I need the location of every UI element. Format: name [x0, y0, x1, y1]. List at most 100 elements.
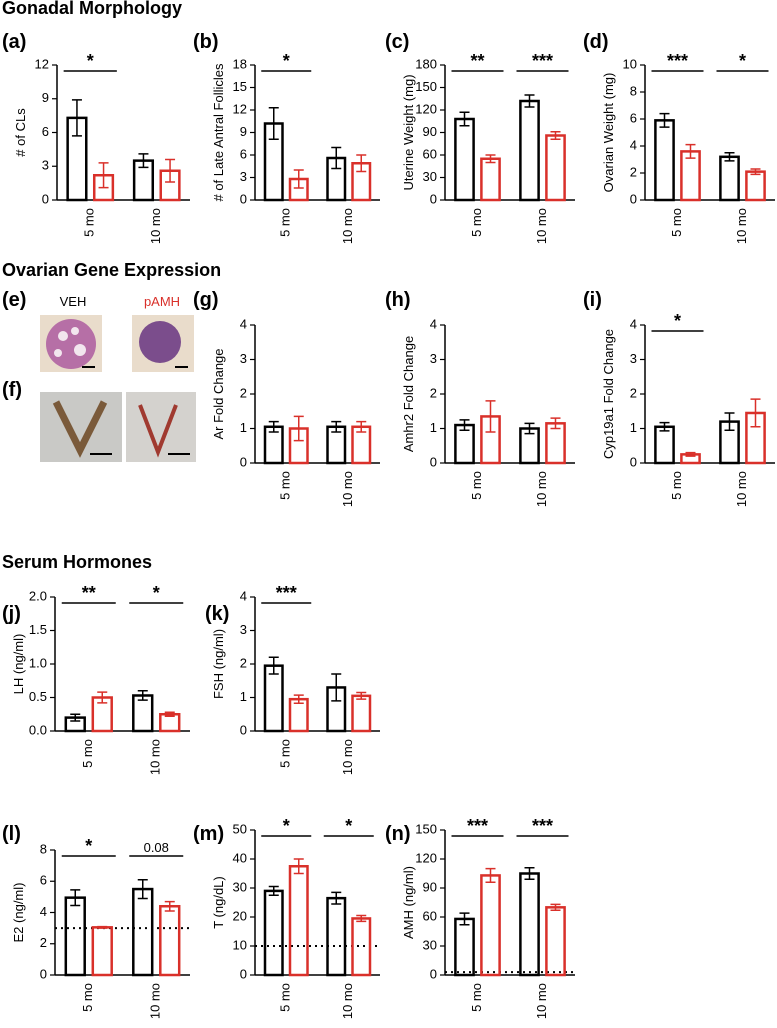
- y-tick-label: 150: [415, 821, 437, 836]
- y-tick-label: 180: [415, 56, 437, 71]
- error-bar: [356, 691, 367, 700]
- error-bar: [750, 168, 761, 176]
- y-tick-label: 4: [240, 316, 247, 331]
- y-tick-label: 6: [42, 124, 49, 139]
- ovary-image: [40, 315, 194, 372]
- significance-label: *: [674, 311, 681, 331]
- y-tick-label: 1: [240, 689, 247, 704]
- y-tick-label: 4: [240, 588, 247, 603]
- y-axis-label: Ovarian Weight (mg): [601, 73, 616, 193]
- bar: [654, 425, 675, 465]
- error-bar: [331, 420, 342, 433]
- error-bar: [71, 99, 82, 137]
- bar: [545, 906, 566, 977]
- error-bar: [70, 713, 81, 722]
- x-tick-label: 5 mo: [469, 208, 484, 237]
- y-tick-label: 50: [233, 821, 247, 836]
- panel: (i) 0 1 2 3 4 Cyp19a1 Fold Change 5 mo 10 mo *: [583, 289, 775, 507]
- y-tick-label: 0: [630, 191, 637, 206]
- x-tick-label: 10 mo: [340, 471, 355, 507]
- error-bar: [138, 153, 149, 169]
- y-tick-label: 2: [240, 655, 247, 670]
- y-tick-label: 1.5: [29, 622, 47, 637]
- x-tick-label: 10 mo: [340, 739, 355, 775]
- significance-label: ***: [532, 51, 553, 71]
- error-bar: [485, 154, 496, 164]
- y-tick-label: 0: [430, 191, 437, 206]
- y-tick-label: 0: [630, 454, 637, 469]
- error-bar: [293, 858, 304, 875]
- error-bar: [356, 914, 367, 923]
- significance-label: **: [82, 583, 96, 603]
- y-tick-label: 60: [423, 146, 437, 161]
- panel-letter: (b): [193, 31, 219, 53]
- panel-letter: (f): [2, 379, 22, 401]
- x-tick-label: 5 mo: [469, 983, 484, 1012]
- section-heading: Serum Hormones: [2, 552, 152, 572]
- panel-letter: (i): [583, 289, 602, 311]
- y-tick-label: 0: [40, 966, 47, 981]
- error-bar: [293, 415, 304, 442]
- y-tick-label: 1.0: [29, 655, 47, 670]
- bar: [454, 117, 475, 202]
- uterus-image: [40, 392, 196, 462]
- panel-letter: (m): [193, 823, 224, 845]
- y-tick-label: 12: [233, 101, 247, 116]
- panel-letter: (d): [583, 31, 609, 53]
- y-tick-label: 2: [240, 385, 247, 400]
- error-bar: [724, 152, 735, 162]
- y-tick-label: 0: [42, 191, 49, 206]
- error-bar: [659, 421, 670, 432]
- y-tick-label: 2.0: [29, 588, 47, 603]
- bar: [745, 170, 766, 202]
- panel-letter: (a): [2, 31, 26, 53]
- x-tick-label: 10 mo: [148, 983, 163, 1019]
- panel: (l) 0 2 4 6 8 E2 (ng/ml) 5 mo 10 mo * 0.08: [2, 823, 190, 1019]
- y-tick-label: 120: [415, 850, 437, 865]
- y-tick-label: 15: [233, 79, 247, 94]
- error-bar: [550, 131, 561, 140]
- y-tick-label: 3: [240, 169, 247, 184]
- x-tick-label: 5 mo: [669, 208, 684, 237]
- error-bar: [485, 400, 496, 433]
- x-tick-label: 10 mo: [734, 471, 749, 507]
- panel: (g) 0 1 2 3 4 Ar Fold Change 5 mo 10 mo: [193, 289, 380, 507]
- y-axis-label: # of CLs: [13, 108, 28, 157]
- panel: (h) 0 1 2 3 4 Amhr2 Fold Change 5 mo 10 mo: [385, 289, 575, 507]
- y-tick-label: 1: [630, 420, 637, 435]
- y-tick-label: 3: [430, 351, 437, 366]
- y-tick-label: 0.5: [29, 689, 47, 704]
- y-tick-label: 30: [423, 169, 437, 184]
- y-tick-label: 1: [430, 420, 437, 435]
- error-bar: [164, 711, 175, 718]
- error-bar: [459, 111, 470, 127]
- panel-letter: (c): [385, 31, 409, 53]
- bar: [719, 155, 740, 202]
- y-tick-label: 6: [40, 873, 47, 888]
- error-bar: [685, 143, 696, 159]
- y-tick-label: 30: [233, 879, 247, 894]
- x-tick-label: 10 mo: [734, 208, 749, 244]
- y-axis-label: E2 (ng/ml): [11, 883, 26, 943]
- bar: [480, 874, 501, 977]
- error-bar: [137, 690, 148, 701]
- error-bar: [659, 112, 670, 128]
- y-tick-label: 3: [42, 158, 49, 173]
- y-tick-label: 90: [423, 124, 437, 139]
- error-bar: [137, 878, 148, 900]
- y-tick-label: 8: [630, 83, 637, 98]
- y-tick-label: 12: [35, 56, 49, 71]
- panel-letter: (n): [385, 823, 411, 845]
- x-tick-label: 5 mo: [278, 471, 293, 500]
- bar: [64, 896, 86, 977]
- y-axis-label: Cyp19a1 Fold Change: [601, 329, 616, 459]
- error-bar: [97, 691, 108, 704]
- error-bar: [165, 158, 176, 183]
- panel: (n) 0 30 60 90 120 150 AMH (ng/ml) 5 mo 10 mo *** *…: [385, 816, 575, 1019]
- y-tick-label: 120: [415, 101, 437, 116]
- x-tick-label: 10 mo: [340, 983, 355, 1019]
- panel-letter: (g): [193, 289, 219, 311]
- y-tick-label: 9: [240, 124, 247, 139]
- error-bar: [293, 694, 304, 704]
- bar: [545, 422, 566, 465]
